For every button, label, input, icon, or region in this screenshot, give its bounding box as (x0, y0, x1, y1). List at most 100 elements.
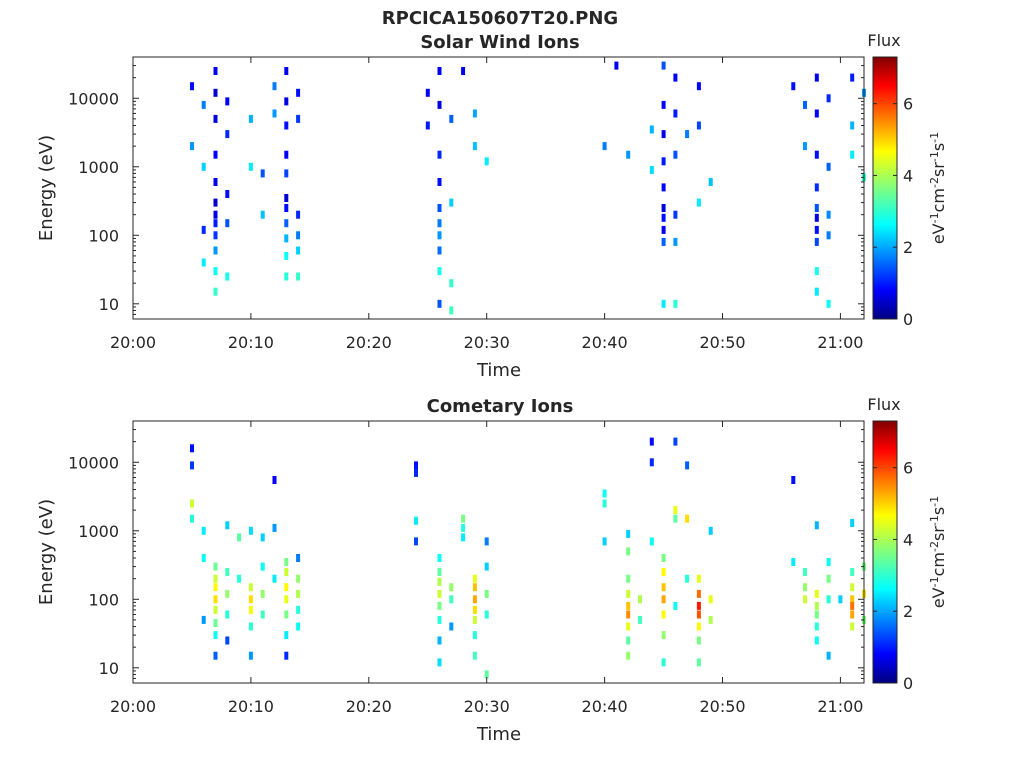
heatmap-cell (826, 558, 831, 566)
heatmap-cell (237, 574, 242, 583)
heatmap-cell (272, 574, 277, 583)
heatmap-cell (673, 299, 678, 308)
heatmap-cell (708, 178, 713, 186)
heatmap-cell (296, 210, 301, 219)
heatmap-cell (213, 267, 218, 276)
heatmap-cell (602, 499, 607, 508)
heatmap-cell (213, 198, 218, 207)
heatmap-cell (284, 558, 289, 566)
x-tick-label: 20:00 (110, 697, 156, 716)
heatmap-cell (248, 595, 253, 604)
heatmap-cell (449, 198, 454, 207)
colorbar (872, 56, 898, 320)
heatmap-cell (661, 631, 666, 640)
heatmap-cell (649, 537, 654, 546)
heatmap-cell (201, 554, 206, 562)
heatmap-cell (213, 287, 218, 296)
heatmap-cell (284, 150, 289, 159)
heatmap-cell (814, 636, 819, 645)
heatmap-cell (248, 162, 253, 171)
heatmap-cell (296, 114, 301, 123)
heatmap-cell (437, 589, 442, 598)
heatmap-cell (425, 88, 430, 97)
heatmap-cell (814, 267, 819, 276)
heatmap-cell (213, 605, 218, 614)
heatmap-cell (484, 562, 489, 571)
heatmap-cell (213, 595, 218, 604)
heatmap-cell (213, 574, 218, 583)
heatmap-cell (673, 109, 678, 118)
heatmap-cell (661, 157, 666, 166)
heatmap-cell (190, 514, 194, 523)
heatmap-cell (826, 299, 831, 308)
heatmap-cell (437, 178, 442, 186)
heatmap-cell (437, 658, 442, 667)
heatmap-cell (685, 130, 690, 139)
heatmap-cell (225, 219, 230, 228)
heatmap-cell (850, 519, 855, 527)
heatmap-cell (225, 130, 230, 139)
heatmap-cell (190, 444, 194, 453)
heatmap-cell (649, 437, 654, 446)
heatmap-cell (437, 299, 442, 308)
heatmap-cell (461, 514, 466, 523)
heatmap-cell (661, 554, 666, 562)
heatmap-cell (213, 246, 218, 255)
heatmap-cell (484, 670, 489, 679)
x-tick-label: 20:50 (699, 697, 745, 716)
x-ticks: 20:00 20:10 20:20 20:30 20:40 20:50 21:00 (110, 421, 863, 716)
heatmap-cell (237, 533, 242, 542)
panel-title: Cometary Ions (427, 396, 574, 417)
heatmap-cell (791, 476, 796, 484)
heatmap-cell (284, 610, 289, 619)
y-tick-label: 10000 (68, 89, 119, 108)
heatmap-cell (661, 568, 666, 576)
heatmap-cell (803, 100, 807, 109)
heatmap-cell (272, 109, 277, 118)
heatmap-cell (201, 615, 206, 624)
heatmap-cell (814, 204, 819, 212)
heatmap-cell (661, 130, 666, 139)
heatmap-cell (673, 210, 678, 219)
heatmap-cell (414, 461, 418, 470)
heatmap-cell (213, 631, 218, 640)
heatmap-cell (472, 651, 477, 660)
heatmap-cell (814, 225, 819, 234)
heatmap-cell (296, 622, 301, 631)
heatmap-cell (673, 506, 678, 515)
heatmap-cell (425, 121, 430, 130)
heatmap-cell (850, 595, 855, 604)
heatmap-cell (838, 595, 843, 604)
heatmap-cell (661, 595, 666, 604)
heatmap-cell (272, 82, 277, 91)
heatmap-cell (626, 601, 631, 610)
heatmap-cell (673, 437, 678, 446)
heatmap-cell (190, 142, 194, 151)
colorbar-title: Flux (867, 31, 900, 50)
heatmap-cell (850, 568, 855, 576)
x-tick-label: 20:10 (228, 697, 274, 716)
heatmap-cell (626, 636, 631, 645)
colorbar-tick-label: 4 (903, 166, 913, 185)
heatmap-cell (626, 610, 631, 619)
heatmap-cell (649, 165, 654, 174)
heatmap-cell (260, 210, 265, 219)
heatmap-cell (296, 574, 301, 583)
heatmap-cell (826, 574, 831, 583)
heatmap-cell (614, 61, 619, 70)
colorbar-ticks: 0 2 4 6 (873, 459, 913, 693)
heatmap-cell (638, 595, 642, 604)
heatmap-cell (850, 583, 855, 592)
heatmap-cell (626, 651, 631, 660)
heatmap-cell (673, 237, 678, 246)
heatmap-cell (708, 595, 713, 604)
heatmap-cell (248, 605, 253, 614)
heatmap-cell (437, 231, 442, 240)
y-tick-label: 1000 (78, 522, 119, 541)
heatmap-cell (213, 583, 218, 592)
heatmap-cell (284, 67, 289, 75)
y-tick-label: 10 (99, 659, 119, 678)
heatmap-cell (225, 568, 230, 576)
y-ticks: 10 100 1000 10000 (68, 420, 864, 684)
x-tick-label: 21:00 (817, 333, 863, 352)
